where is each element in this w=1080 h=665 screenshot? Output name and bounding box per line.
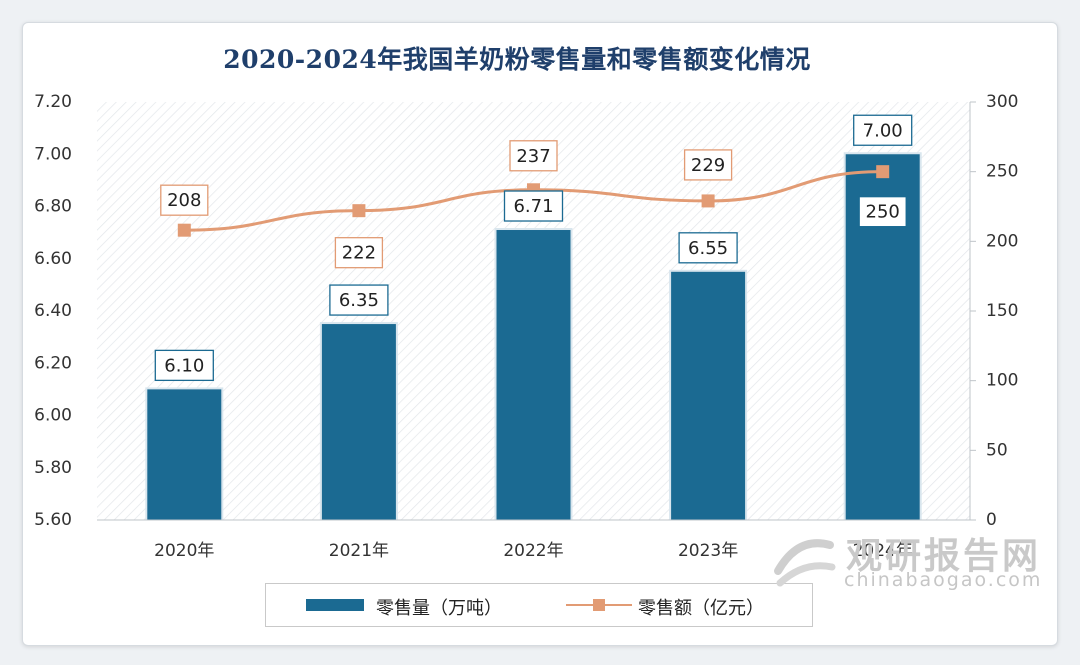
chart-title: 2020-2024年我国羊奶粉零售量和零售额变化情况: [223, 45, 811, 74]
line-label-2021年-box: [334, 237, 384, 269]
y-right-tick-0: 0: [986, 510, 997, 530]
legend-bar-swatch: [306, 599, 364, 611]
line-label-2023年-text: 229: [691, 155, 725, 176]
bar-label-2023年-text: 6.55: [688, 238, 728, 259]
bar-2022年: [496, 230, 571, 520]
bar-label-2020年: 6.10: [154, 349, 214, 382]
y-left-tick-6.40: 6.40: [34, 301, 72, 321]
line-label-2020年-box: [160, 184, 209, 216]
bar-label-2021年: 6.35: [329, 284, 389, 316]
line-label-2024年-box: [858, 196, 907, 228]
x-tick-2022年: 2022年: [503, 541, 563, 561]
y-left-tick-6.80: 6.80: [34, 197, 72, 217]
y-left-tick-6.60: 6.60: [34, 249, 72, 269]
y-left-tick-6.00: 6.00: [34, 406, 72, 426]
bar-label-2020年-text: 6.10: [164, 355, 204, 376]
bar-label-2022年-text: 6.71: [513, 196, 553, 217]
y-right-tick-250: 250: [986, 162, 1018, 182]
line-label-2022年: 237: [509, 140, 558, 172]
y-right-tick-100: 100: [986, 371, 1018, 391]
sales-point-2020年: [177, 223, 191, 237]
y-right-tick-150: 150: [986, 301, 1018, 321]
line-label-2023年: 229: [683, 149, 733, 181]
bar-label-2023年: 6.55: [678, 232, 738, 264]
line-label-2021年: 222: [334, 237, 384, 269]
y-left-tick-6.20: 6.20: [34, 353, 72, 373]
watermark-en: chinabaogao.com: [844, 569, 1043, 591]
y-right-tick-50: 50: [986, 440, 1008, 460]
y-left-tick-7.20: 7.20: [34, 92, 72, 112]
sales-point-2021年: [352, 204, 366, 218]
watermark-swirl-icon: [774, 539, 836, 587]
bar-label-2021年-text: 6.35: [339, 290, 379, 311]
legend: 零售量（万吨） 零售额（亿元）: [265, 583, 813, 627]
y-left-tick-5.60: 5.60: [34, 510, 72, 530]
bar-label-2024年: 7.00: [853, 114, 913, 146]
legend-label-volume: 零售量（万吨）: [376, 598, 502, 619]
line-label-2023年-box: [683, 149, 733, 181]
bar-2020年: [147, 389, 222, 520]
bar-label-2022年: 6.71: [503, 190, 564, 222]
sales-point-2024年: [876, 165, 890, 179]
sales-point-2023年: [701, 194, 715, 208]
bar-label-2023年-box: [678, 232, 738, 264]
line-label-2022年-box: [509, 140, 558, 172]
y-left-tick-7.00: 7.00: [34, 144, 72, 164]
line-label-2020年: 208: [160, 184, 209, 216]
x-tick-2023年: 2023年: [678, 541, 738, 561]
bar-label-2024年-text: 7.00: [863, 120, 903, 141]
bar-2023年: [671, 271, 746, 520]
legend-line-marker: [593, 599, 605, 611]
y-right-tick-300: 300: [986, 92, 1018, 112]
line-label-2020年-text: 208: [167, 190, 201, 211]
x-tick-2021年: 2021年: [329, 541, 389, 561]
bar-label-2021年-box: [329, 284, 389, 316]
line-label-2024年: 250: [858, 196, 907, 228]
y-right-tick-200: 200: [986, 231, 1018, 251]
x-tick-2020年: 2020年: [154, 541, 214, 561]
bar-2021年: [321, 324, 396, 520]
watermark-cn: 观研报告网: [846, 536, 1042, 577]
bar-label-2020年-box: [154, 349, 214, 382]
bar-label-2022年-box: [503, 190, 564, 222]
y-left-tick-5.80: 5.80: [34, 458, 72, 478]
line-label-2022年-text: 237: [516, 146, 550, 167]
bar-label-2024年-box: [853, 114, 913, 146]
x-tick-2024年: 2024年: [853, 541, 913, 561]
line-label-2021年-text: 222: [342, 243, 376, 264]
legend-label-sales: 零售额（亿元）: [638, 598, 764, 619]
watermark-logo: 观研报告网 chinabaogao.com: [768, 525, 1042, 595]
line-label-2024年-text: 250: [866, 202, 900, 223]
